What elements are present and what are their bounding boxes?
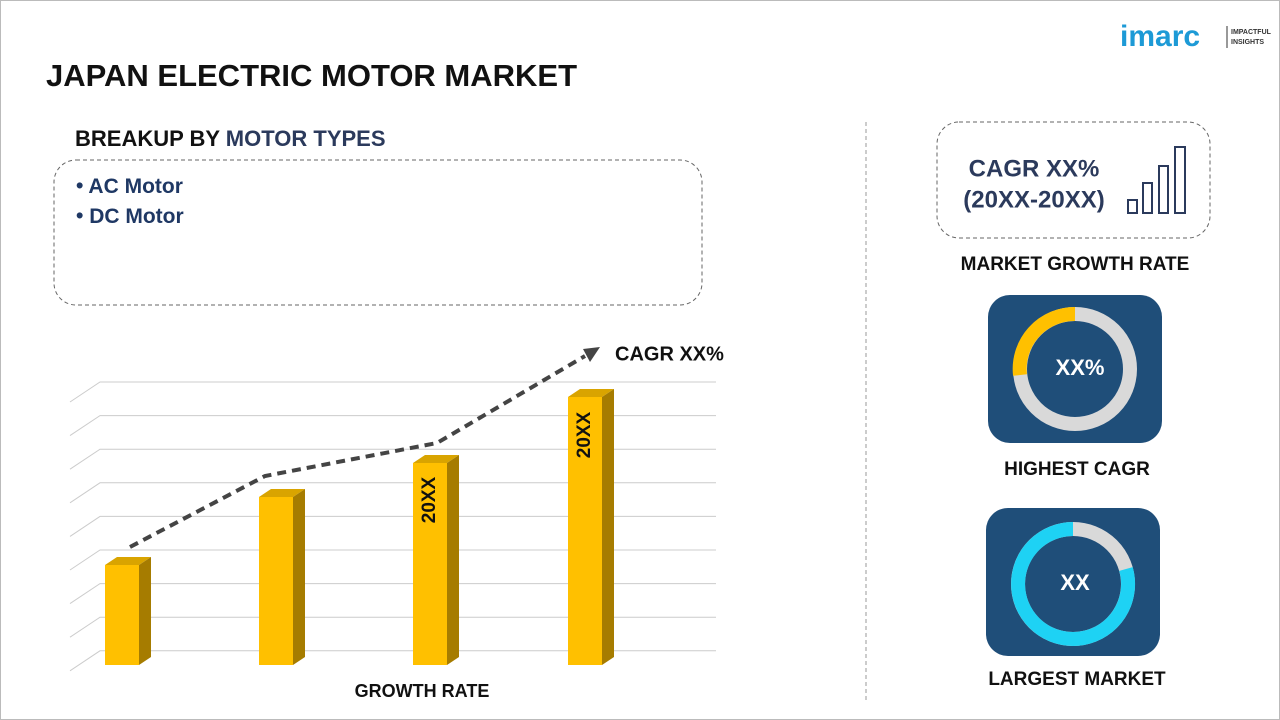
growth-chart: 20XX 20XX — [69, 381, 716, 672]
logo-tagline: IMPACTFUL — [1231, 29, 1272, 36]
bar-label: 20XX — [574, 411, 595, 458]
caption: HIGHEST CAGR — [1004, 459, 1150, 480]
grid-line — [69, 448, 716, 470]
list-item-text: DC Motor — [89, 205, 183, 228]
bar-top — [413, 455, 459, 463]
caption: MARKET GROWTH RATE — [961, 254, 1190, 275]
cagr-box — [936, 121, 1211, 239]
trend-arrow — [129, 354, 587, 549]
grid-line — [69, 415, 716, 437]
grid-line — [69, 381, 716, 403]
logo-tagline: INSIGHTS — [1231, 39, 1264, 46]
grid-line — [69, 549, 716, 571]
arrow-head — [583, 347, 600, 362]
grid-line — [69, 583, 716, 605]
grid-line — [69, 515, 716, 537]
grid-line — [69, 650, 716, 672]
bar — [413, 463, 447, 665]
bar — [568, 397, 602, 665]
logo-name: imarc — [1120, 20, 1200, 53]
caption: LARGEST MARKET — [988, 669, 1166, 690]
donut-segment — [1012, 306, 1076, 376]
donut-value: XX% — [1056, 355, 1105, 380]
bar-icon — [1127, 146, 1186, 214]
list-item: • AC Motor — [76, 175, 183, 198]
cagr-label: CAGR XX% — [615, 343, 724, 365]
bar — [105, 565, 139, 665]
bar-label: 20XX — [419, 476, 440, 523]
subtitle: BREAKUP BY MOTOR TYPES — [75, 126, 386, 151]
bar — [259, 497, 293, 665]
cagr-text: CAGR XX% — [969, 155, 1100, 182]
logo: imarc IMPACTFUL INSIGHTS — [1120, 20, 1272, 53]
bar-side — [602, 389, 614, 665]
bar-side — [293, 489, 305, 665]
bar-side — [447, 455, 459, 665]
donut-value: XX — [1060, 570, 1090, 595]
subtitle-highlight: MOTOR TYPES — [226, 126, 386, 151]
bar-top — [259, 489, 305, 497]
grid-line — [69, 482, 716, 504]
list-box — [53, 159, 703, 306]
cagr-years: (20XX-20XX) — [963, 186, 1104, 213]
list-item-text: AC Motor — [88, 175, 182, 198]
bar-side — [139, 557, 151, 665]
subtitle-label: BREAKUP BY — [75, 126, 220, 151]
axis-label: GROWTH RATE — [355, 681, 490, 701]
list-item: • DC Motor — [76, 205, 184, 228]
grid-line — [69, 616, 716, 638]
title: JAPAN ELECTRIC MOTOR MARKET — [46, 58, 577, 93]
bar-top — [105, 557, 151, 565]
donut-segment — [1011, 522, 1136, 646]
bar-top — [568, 389, 614, 397]
